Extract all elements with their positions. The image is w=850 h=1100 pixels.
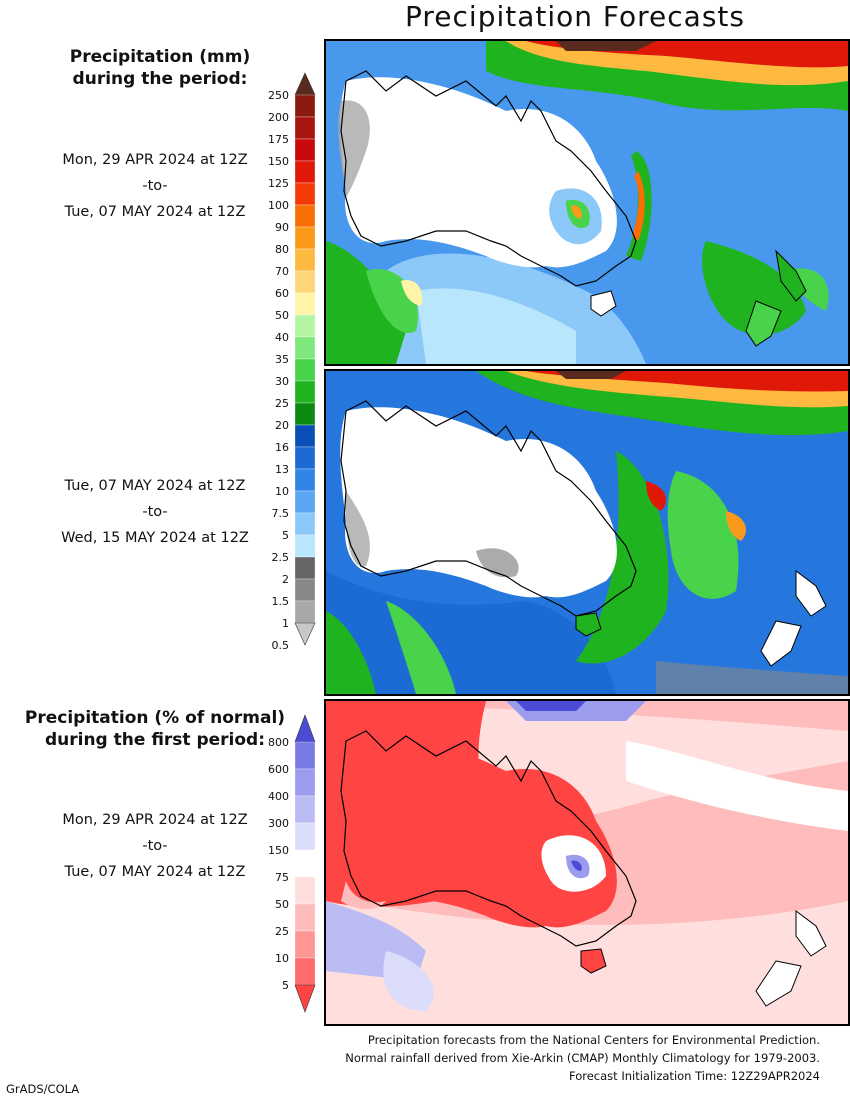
scale-tick-label: 80 [275, 243, 289, 256]
scale-tick-label: 20 [275, 419, 289, 432]
page-title: Precipitation Forecasts [330, 0, 820, 33]
footer-notes: Precipitation forecasts from the Nationa… [220, 1031, 820, 1085]
scale-tick-label: 0.5 [272, 639, 290, 652]
scale-tick-label: 50 [275, 898, 289, 911]
scale-tick-label: 150 [268, 844, 289, 857]
scale-swatch [295, 183, 315, 205]
scale-swatch [295, 293, 315, 315]
precip-map-2 [326, 371, 848, 694]
scale-swatch [295, 579, 315, 601]
scale-tick-label: 2 [282, 573, 289, 586]
scale-tick-label: 800 [268, 736, 289, 749]
scale-bottom-arrow [295, 985, 315, 1012]
precip-map-1 [326, 41, 848, 364]
scale-tick-label: 7.5 [272, 507, 290, 520]
map-panel-pct-normal [324, 699, 850, 1026]
scale-tick-label: 50 [275, 309, 289, 322]
scale-tick-label: 1.5 [272, 595, 290, 608]
scale-swatch [295, 513, 315, 535]
scale-tick-label: 75 [275, 871, 289, 884]
scale-swatch [295, 425, 315, 447]
scale-tick-label: 70 [275, 265, 289, 278]
scale-tick-label: 30 [275, 375, 289, 388]
scale-swatch [295, 249, 315, 271]
scale-swatch [295, 205, 315, 227]
scale-swatch [295, 823, 315, 850]
scale-swatch [295, 742, 315, 769]
pct-scale-svg: 800 600 400 300 150 75 50 25 10 5 [250, 712, 330, 1017]
scale-top-arrow [295, 73, 315, 95]
scale-tick-label: 25 [275, 397, 289, 410]
scale-swatch [295, 958, 315, 985]
scale-tick-label: 25 [275, 925, 289, 938]
scale-tick-label: 300 [268, 817, 289, 830]
scale-tick-label: 10 [275, 485, 289, 498]
grads-credit: GrADS/COLA [6, 1082, 79, 1096]
scale-swatch [295, 557, 315, 579]
map-panel-period-2 [324, 369, 850, 696]
pct-normal-map [326, 701, 848, 1024]
scale-swatch [295, 491, 315, 513]
scale-swatch [295, 161, 315, 183]
scale-swatch [295, 337, 315, 359]
scale-tick-label: 150 [268, 155, 289, 168]
scale-swatch [295, 904, 315, 931]
scale-swatch [295, 769, 315, 796]
scale-swatch [295, 227, 315, 249]
scale-swatch [295, 469, 315, 491]
scale-tick-label: 400 [268, 790, 289, 803]
scale-swatch [295, 796, 315, 823]
footer-line-3: Forecast Initialization Time: 12Z29APR20… [220, 1067, 820, 1085]
map-panel-period-1 [324, 39, 850, 366]
scale-swatch [295, 315, 315, 337]
scale-tick-label: 13 [275, 463, 289, 476]
scale-swatch [295, 601, 315, 623]
scale-swatch [295, 381, 315, 403]
scale-tick-label: 10 [275, 952, 289, 965]
scale-tick-label: 200 [268, 111, 289, 124]
footer-line-2: Normal rainfall derived from Xie-Arkin (… [220, 1049, 820, 1067]
scale-tick-label: 60 [275, 287, 289, 300]
scale-tick-label: 175 [268, 133, 289, 146]
scale-tick-label: 5 [282, 979, 289, 992]
scale-swatch [295, 850, 315, 877]
scale-tick-label: 600 [268, 763, 289, 776]
scale-tick-label: 2.5 [272, 551, 290, 564]
scale-tick-label: 90 [275, 221, 289, 234]
scale-bottom-arrow [295, 623, 315, 645]
scale-swatch [295, 877, 315, 904]
precip-legend-header-line1: Precipitation (mm) [20, 46, 300, 68]
pct-color-scale: 800 600 400 300 150 75 50 25 10 5 [250, 712, 330, 1017]
scale-tick-label: 125 [268, 177, 289, 190]
footer-line-1: Precipitation forecasts from the Nationa… [220, 1031, 820, 1049]
scale-swatch [295, 95, 315, 117]
scale-tick-label: 35 [275, 353, 289, 366]
scale-tick-label: 5 [282, 529, 289, 542]
scale-swatch [295, 535, 315, 557]
scale-swatch [295, 403, 315, 425]
scale-swatch [295, 447, 315, 469]
scale-swatch [295, 139, 315, 161]
scale-swatch [295, 117, 315, 139]
precip-color-scale: 250 200 175 150 125 100 90 80 70 60 50 40 35 30 25 20 16… [250, 70, 330, 670]
scale-tick-label: 250 [268, 89, 289, 102]
scale-top-arrow [295, 715, 315, 742]
precip-scale-svg: 2502001751501251009080706050403530252016… [250, 70, 330, 670]
scale-tick-label: 1 [282, 617, 289, 630]
scale-tick-label: 100 [268, 199, 289, 212]
scale-swatch [295, 271, 315, 293]
scale-tick-label: 16 [275, 441, 289, 454]
scale-swatch [295, 359, 315, 381]
scale-tick-label: 40 [275, 331, 289, 344]
scale-swatch [295, 931, 315, 958]
